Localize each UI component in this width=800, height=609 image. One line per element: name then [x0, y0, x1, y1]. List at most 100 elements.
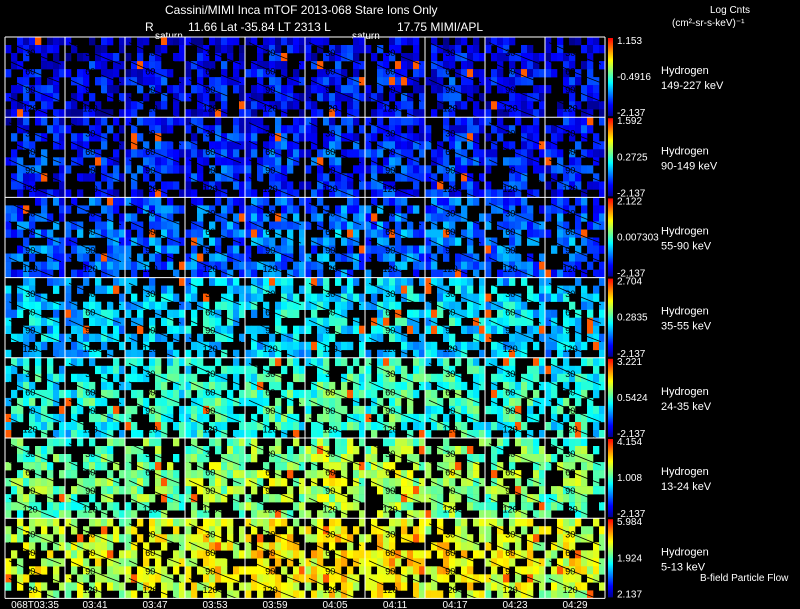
heatmap-cell	[23, 389, 30, 399]
heatmap-cell	[245, 325, 252, 334]
heatmap-cell	[293, 502, 300, 511]
heatmap-cell	[239, 486, 246, 495]
heatmap-cell	[407, 277, 414, 286]
heatmap-cell	[599, 357, 606, 367]
heatmap-cell	[581, 205, 588, 214]
heatmap-cell	[275, 397, 282, 407]
heatmap-cell	[527, 309, 534, 318]
heatmap-cell	[455, 285, 462, 294]
contour-label: 120	[23, 505, 38, 515]
heatmap-cell	[215, 245, 222, 254]
heatmap-cell	[347, 582, 354, 591]
heatmap-cell	[581, 510, 588, 519]
heatmap-cell	[365, 574, 372, 583]
heatmap-cell	[515, 173, 522, 182]
heatmap-cell	[17, 61, 24, 70]
heatmap-cell	[407, 317, 414, 326]
heatmap-cell	[23, 502, 30, 511]
heatmap-cell	[323, 486, 330, 495]
heatmap-cell	[275, 221, 282, 230]
heatmap-cell	[515, 478, 522, 487]
heatmap-cell	[131, 590, 138, 599]
heatmap-cell	[101, 205, 108, 214]
heatmap-cell	[515, 405, 522, 415]
heatmap-cell	[383, 462, 390, 471]
contour-label: 30	[25, 529, 35, 539]
heatmap-cell	[305, 205, 312, 214]
heatmap-cell	[413, 494, 420, 503]
heatmap-cell	[341, 462, 348, 471]
heatmap-cell	[443, 478, 450, 487]
heatmap-cell	[467, 325, 474, 334]
heatmap-cell	[23, 77, 30, 86]
heatmap-cell	[497, 446, 504, 455]
heatmap-cell	[119, 261, 126, 270]
heatmap-cell	[563, 85, 570, 94]
heatmap-cell	[365, 181, 372, 190]
heatmap-cell	[137, 446, 144, 455]
heatmap-cell	[425, 165, 432, 174]
heatmap-cell	[419, 293, 426, 302]
heatmap-cell	[155, 253, 162, 262]
heatmap-cell	[5, 293, 12, 302]
heatmap-cell	[377, 125, 384, 134]
heatmap-cell	[23, 117, 30, 126]
contour-line	[548, 319, 602, 343]
heatmap-cell	[245, 285, 252, 294]
contour-line	[428, 443, 482, 466]
heatmap-cell	[413, 165, 420, 174]
heatmap-cell	[227, 269, 234, 278]
heatmap-cell	[551, 389, 558, 399]
heatmap-cell	[425, 141, 432, 150]
heatmap-cell	[371, 478, 378, 487]
heatmap-cell	[389, 37, 396, 46]
heatmap-cell	[41, 462, 48, 471]
heatmap-cell	[5, 229, 12, 238]
heatmap-cell	[239, 365, 246, 375]
heatmap-cell	[305, 133, 312, 142]
heatmap-cell	[77, 85, 84, 94]
heatmap-cell	[35, 117, 42, 126]
heatmap-cell	[413, 229, 420, 238]
heatmap-cell	[83, 341, 90, 351]
heatmap-cell	[557, 101, 564, 110]
heatmap-cell	[443, 285, 450, 294]
heatmap-cell	[389, 269, 396, 278]
heatmap-cell	[17, 486, 24, 495]
heatmap-cell	[35, 422, 42, 431]
heatmap-cell	[323, 69, 330, 78]
heatmap-cell	[425, 526, 432, 535]
heatmap-cell	[287, 558, 294, 567]
contour-line	[428, 42, 482, 65]
heatmap-cell	[335, 478, 342, 487]
contour-label: 30	[205, 369, 215, 379]
heatmap-cell	[323, 229, 330, 238]
heatmap-cell	[119, 486, 126, 495]
contour-line	[8, 301, 62, 324]
contour-line	[188, 122, 242, 145]
heatmap-cell	[299, 397, 306, 407]
heatmap-cell	[65, 101, 72, 110]
heatmap-cell	[269, 77, 276, 86]
heatmap-cell	[95, 478, 102, 487]
heatmap-cell	[491, 510, 498, 519]
heatmap-cell	[467, 341, 474, 351]
heatmap-cell	[185, 494, 192, 503]
heatmap-cell	[437, 229, 444, 238]
heatmap-cell	[329, 309, 336, 318]
heatmap-cell	[41, 566, 48, 575]
heatmap-cell	[551, 53, 558, 62]
heatmap-cell	[59, 494, 66, 503]
heatmap-cell	[137, 53, 144, 62]
contour-line	[368, 541, 422, 565]
heatmap-cell	[551, 381, 558, 391]
heatmap-cell	[455, 237, 462, 246]
heatmap-panel: 3060901203060901203060901203060901203060…	[5, 117, 606, 200]
contour-line	[8, 282, 62, 306]
heatmap-cell	[191, 413, 198, 423]
contour-line	[8, 363, 62, 386]
heatmap-cell	[515, 430, 522, 439]
heatmap-cell	[527, 405, 534, 415]
heatmap-cell	[95, 333, 102, 342]
heatmap-cell	[413, 534, 420, 543]
